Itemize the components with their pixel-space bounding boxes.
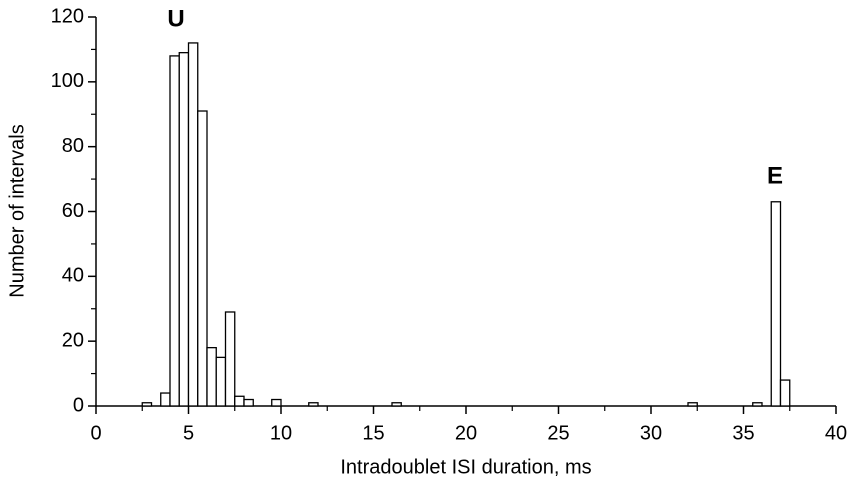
bar <box>197 110 208 407</box>
y-tick-label: 80 <box>62 135 84 157</box>
bar <box>178 52 190 407</box>
y-tick-label: 120 <box>51 5 84 27</box>
x-tick-label: 5 <box>183 422 194 444</box>
x-axis-label: Intradoublet ISI duration, ms <box>340 456 591 478</box>
y-tick-label: 60 <box>62 200 84 222</box>
bar <box>243 398 254 407</box>
bar <box>779 379 791 407</box>
bar <box>234 395 245 407</box>
bar <box>308 402 319 407</box>
bar <box>141 402 153 407</box>
x-tick-label: 40 <box>825 422 847 444</box>
y-tick-label: 20 <box>62 329 84 351</box>
bar <box>206 346 217 407</box>
bar <box>215 356 227 407</box>
x-tick-label: 15 <box>362 422 384 444</box>
bar <box>687 402 698 407</box>
annotation: U <box>167 5 184 32</box>
bar <box>271 398 282 407</box>
x-tick-label: 35 <box>732 422 754 444</box>
annotation: E <box>767 162 783 189</box>
bar <box>169 55 180 407</box>
bar <box>391 402 402 407</box>
bar <box>187 42 199 407</box>
x-tick-label: 0 <box>90 422 101 444</box>
x-tick-label: 10 <box>270 422 292 444</box>
x-tick-label: 20 <box>455 422 477 444</box>
bar <box>160 392 171 407</box>
x-tick-label: 30 <box>640 422 662 444</box>
bar <box>224 311 236 407</box>
x-tick-label: 25 <box>547 422 569 444</box>
bar <box>770 201 782 407</box>
y-tick-label: 40 <box>62 265 84 287</box>
y-tick-label: 0 <box>73 394 84 416</box>
bar <box>752 402 763 407</box>
y-tick-label: 100 <box>51 70 84 92</box>
y-axis-label: Number of intervals <box>6 124 28 297</box>
